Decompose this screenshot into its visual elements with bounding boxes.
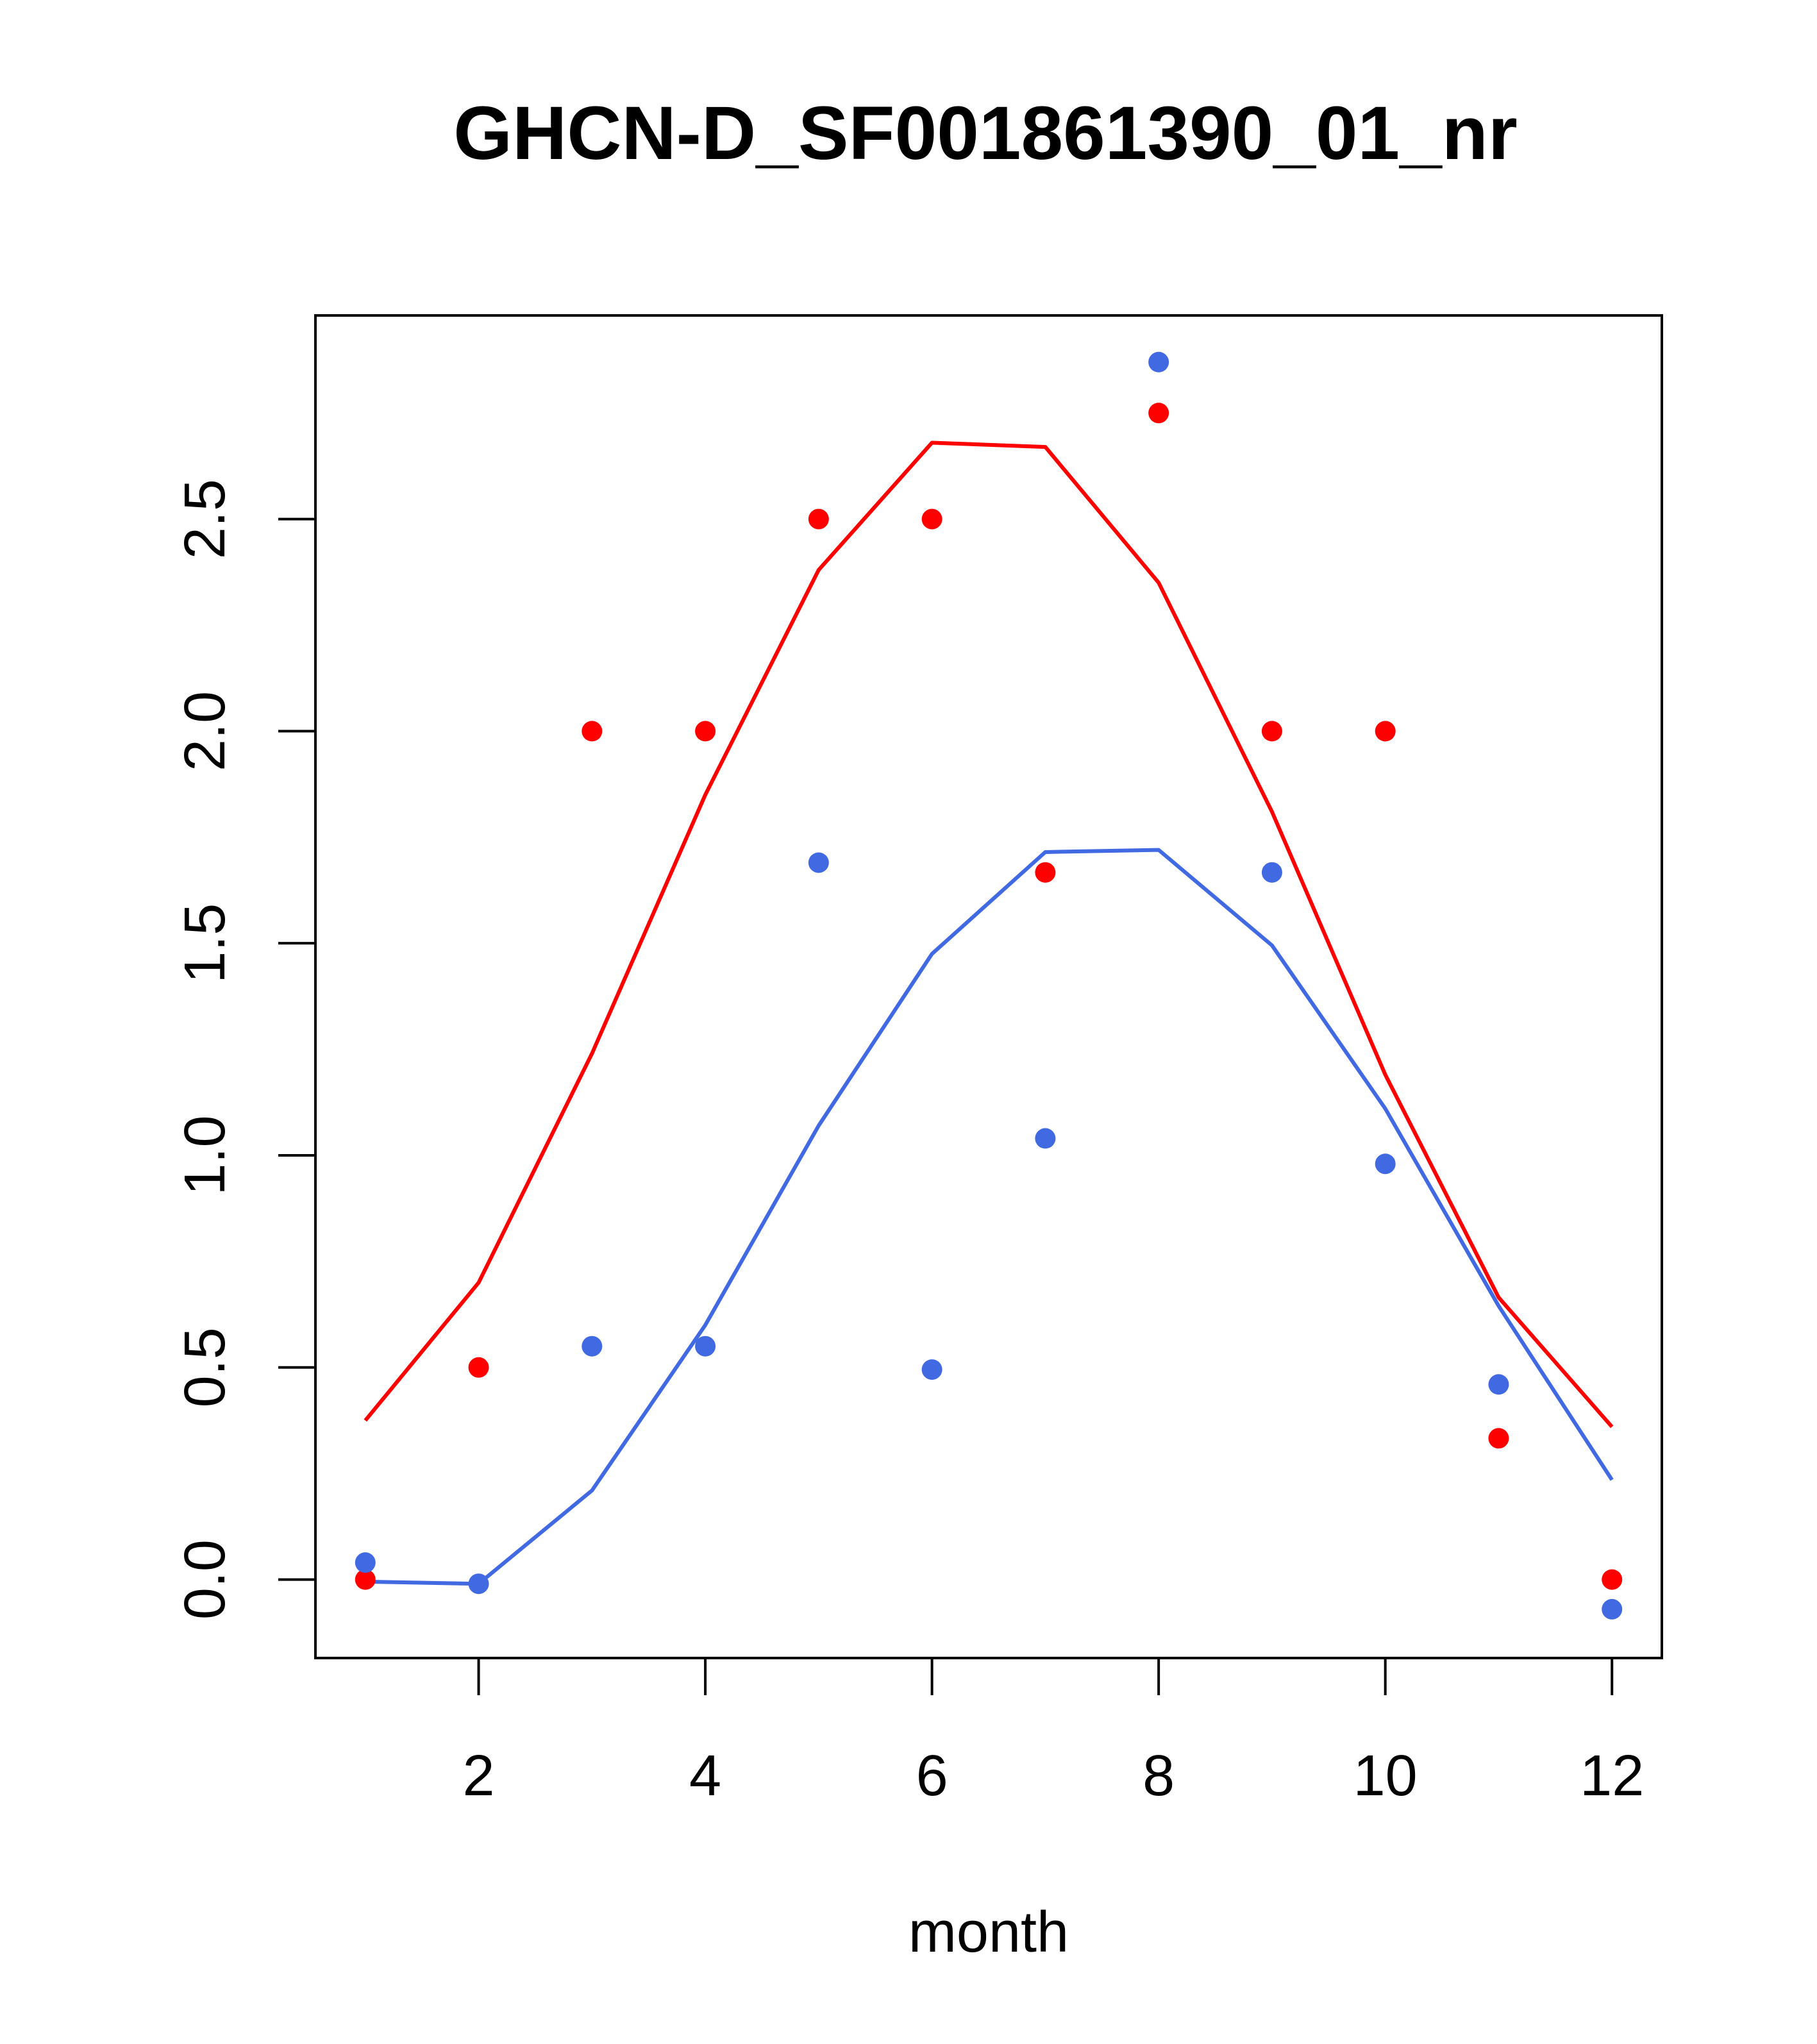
blue-points-point (1035, 1128, 1056, 1149)
blue-points-point (1148, 351, 1169, 373)
red-points-point (1602, 1569, 1623, 1590)
blue-points-point (695, 1336, 716, 1357)
x-tick-label: 8 (1143, 1744, 1175, 1808)
red-points-point (468, 1357, 489, 1378)
blue-curve-line (365, 848, 1614, 1586)
blue-points-point (1488, 1374, 1509, 1395)
blue-points-point (468, 1573, 489, 1595)
blue-points-point (808, 852, 829, 873)
series-points (355, 351, 1623, 1620)
plot-frame (314, 314, 1663, 1659)
red-points-point (582, 721, 603, 742)
red-points-point (1375, 721, 1396, 742)
series-lines (364, 440, 1614, 1586)
red-curve-line (364, 440, 1614, 1428)
x-tick-label: 10 (1353, 1744, 1418, 1808)
y-tick-label: 1.0 (173, 1115, 237, 1195)
blue-points-point (921, 1359, 942, 1380)
y-tick-label: 2.0 (173, 691, 237, 771)
red-points-point (1488, 1428, 1509, 1449)
red-points-point (1261, 721, 1282, 742)
red-points-point (1148, 403, 1169, 424)
blue-points-point (1375, 1153, 1396, 1175)
chart-title: GHCN-D_SF001861390_01_nr (453, 91, 1518, 176)
x-tick-label: 12 (1580, 1744, 1644, 1808)
blue-points-point (355, 1552, 376, 1573)
y-tick-label: 0.5 (173, 1327, 237, 1407)
x-tick-label: 2 (463, 1744, 495, 1808)
x-tick-label: 4 (689, 1744, 721, 1808)
red-points-point (1035, 862, 1056, 883)
red-points-point (355, 1569, 376, 1590)
y-tick-label: 0.0 (173, 1539, 237, 1620)
y-axis: 0.0 0.5 1.0 1.5 2.0 2.5 (173, 479, 317, 1620)
blue-points-point (1261, 862, 1282, 883)
red-points-point (695, 721, 716, 742)
x-axis: 2 4 6 8 10 12 (463, 1657, 1644, 1808)
red-points-point (921, 508, 942, 530)
x-axis-title: month (908, 1900, 1069, 1964)
y-tick-label: 1.5 (173, 903, 237, 984)
blue-points-point (582, 1336, 603, 1357)
blue-points-point (1602, 1598, 1623, 1620)
x-tick-label: 6 (916, 1744, 948, 1808)
y-tick-label: 2.5 (173, 479, 237, 559)
red-points-point (808, 508, 829, 530)
